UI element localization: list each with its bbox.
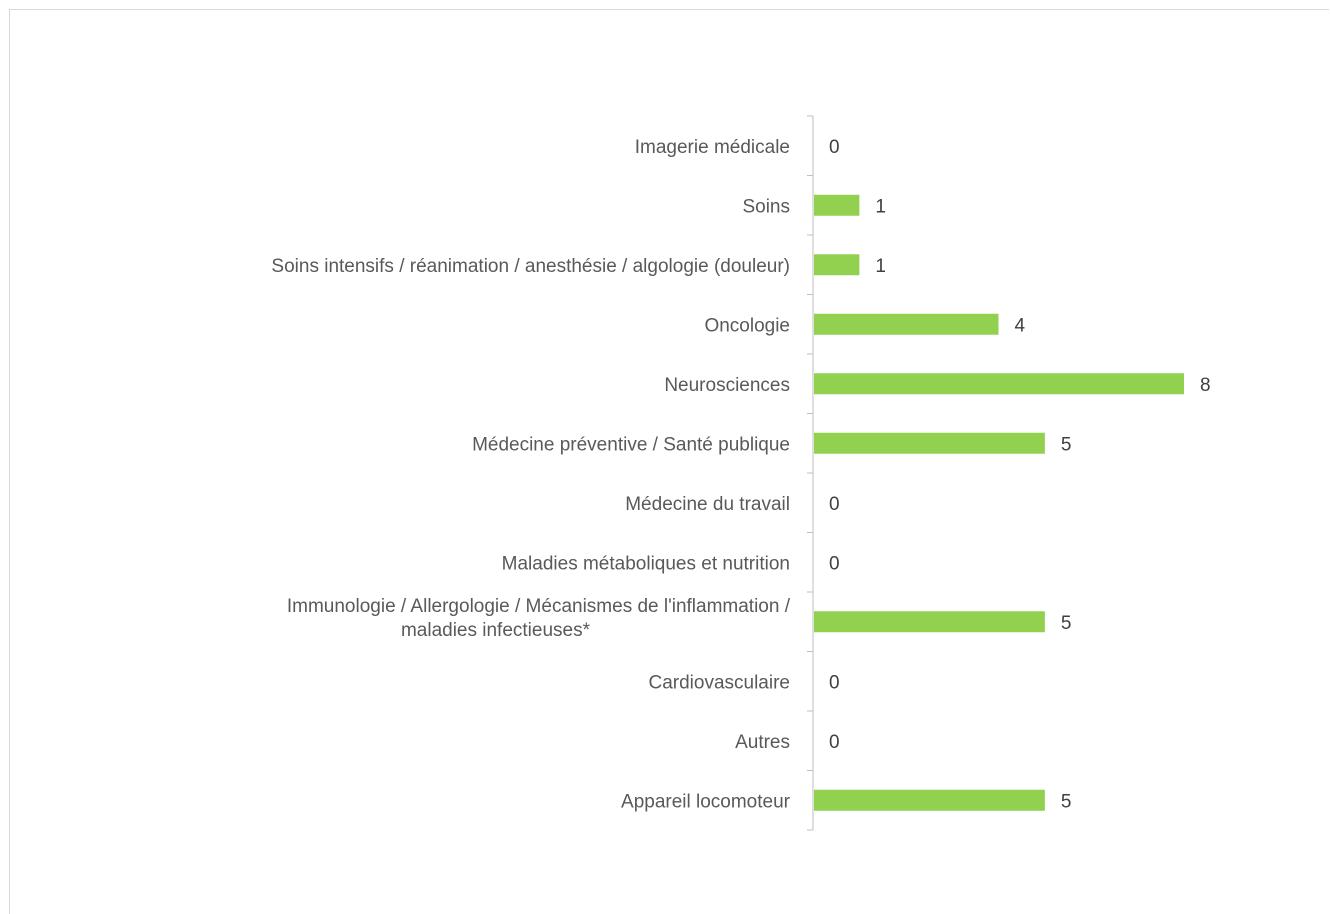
bar	[814, 373, 1184, 395]
category-label: Appareil locomoteur	[621, 791, 791, 812]
bar	[814, 313, 999, 335]
category-label: Soins intensifs / réanimation / anesthés…	[271, 256, 790, 277]
axis-ticks	[807, 115, 813, 831]
data-label: 8	[1200, 375, 1211, 396]
category-label: Cardiovasculaire	[648, 672, 790, 693]
data-label: 0	[829, 672, 840, 693]
category-label: Neurosciences	[664, 375, 790, 396]
category-label: Immunologie / Allergologie / Mécanismes …	[287, 596, 791, 641]
data-label: 5	[1061, 791, 1072, 812]
category-label: Imagerie médicale	[635, 137, 790, 158]
category-label: Oncologie	[704, 315, 790, 336]
data-label: 1	[875, 196, 886, 217]
data-label: 0	[829, 553, 840, 574]
category-label: Médecine du travail	[625, 494, 790, 515]
bar	[814, 789, 1045, 811]
bar	[814, 254, 860, 276]
data-label: 1	[875, 256, 886, 277]
data-label: 0	[829, 494, 840, 515]
bars	[814, 194, 1184, 811]
category-label: Soins	[742, 196, 790, 217]
chart-area	[9, 9, 1329, 914]
data-label: 5	[1061, 613, 1072, 634]
bar	[814, 432, 1045, 454]
category-label-line: maladies infectieuses*	[401, 620, 591, 641]
bar	[814, 611, 1045, 633]
category-label-line: Immunologie / Allergologie / Mécanismes …	[287, 596, 791, 617]
data-label: 4	[1015, 315, 1026, 336]
category-labels: Imagerie médicale Soins Soins intensifs / …	[271, 137, 790, 813]
data-label: 0	[829, 732, 840, 753]
category-label: Médecine préventive / Santé publique	[472, 434, 790, 455]
data-label: 0	[829, 137, 840, 158]
data-label: 5	[1061, 434, 1072, 455]
bar	[814, 194, 860, 216]
data-labels: 0 1 1 4 8 5 0 0 5 0 0 5	[829, 137, 1211, 813]
category-label: Autres	[735, 732, 790, 753]
category-label: Maladies métaboliques et nutrition	[502, 553, 790, 574]
